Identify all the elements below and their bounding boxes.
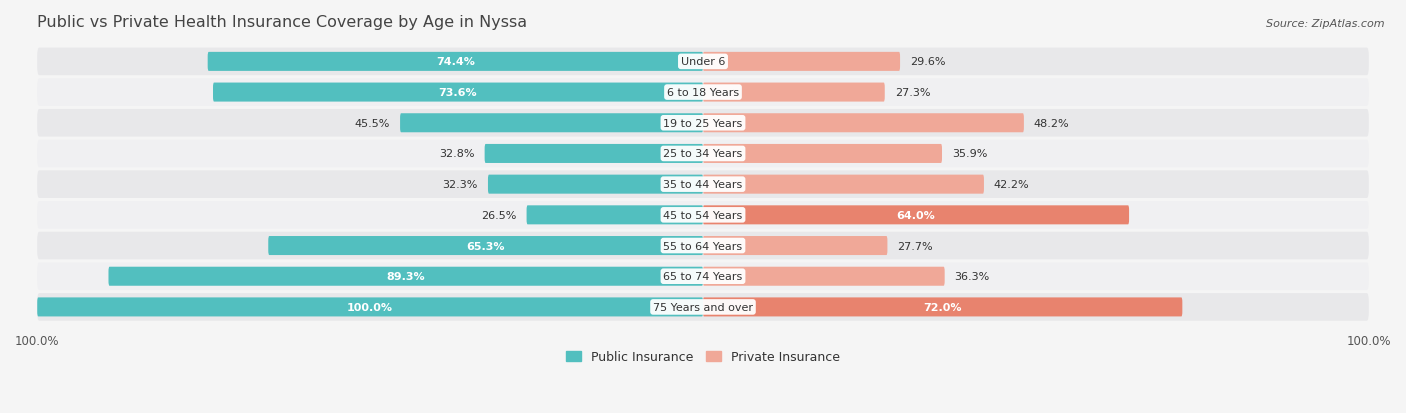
- FancyBboxPatch shape: [37, 293, 1369, 321]
- FancyBboxPatch shape: [485, 145, 703, 164]
- FancyBboxPatch shape: [37, 171, 1369, 199]
- FancyBboxPatch shape: [703, 83, 884, 102]
- Text: 65.3%: 65.3%: [467, 241, 505, 251]
- Text: 65 to 74 Years: 65 to 74 Years: [664, 272, 742, 282]
- FancyBboxPatch shape: [37, 298, 703, 317]
- Text: Public vs Private Health Insurance Coverage by Age in Nyssa: Public vs Private Health Insurance Cover…: [37, 15, 527, 30]
- Text: 48.2%: 48.2%: [1033, 119, 1070, 128]
- Text: 64.0%: 64.0%: [897, 210, 935, 220]
- Text: 36.3%: 36.3%: [955, 272, 990, 282]
- FancyBboxPatch shape: [37, 79, 1369, 107]
- Text: 72.0%: 72.0%: [924, 302, 962, 312]
- FancyBboxPatch shape: [703, 114, 1024, 133]
- Text: 32.3%: 32.3%: [443, 180, 478, 190]
- Text: 55 to 64 Years: 55 to 64 Years: [664, 241, 742, 251]
- Text: 73.6%: 73.6%: [439, 88, 477, 98]
- FancyBboxPatch shape: [37, 48, 1369, 76]
- FancyBboxPatch shape: [208, 53, 703, 72]
- Text: 89.3%: 89.3%: [387, 272, 425, 282]
- Text: 27.3%: 27.3%: [894, 88, 931, 98]
- Text: 35 to 44 Years: 35 to 44 Years: [664, 180, 742, 190]
- Text: 27.7%: 27.7%: [897, 241, 934, 251]
- Text: 25 to 34 Years: 25 to 34 Years: [664, 149, 742, 159]
- FancyBboxPatch shape: [527, 206, 703, 225]
- Text: 6 to 18 Years: 6 to 18 Years: [666, 88, 740, 98]
- FancyBboxPatch shape: [703, 237, 887, 255]
- FancyBboxPatch shape: [703, 206, 1129, 225]
- Text: 45.5%: 45.5%: [354, 119, 389, 128]
- Text: 42.2%: 42.2%: [994, 180, 1029, 190]
- FancyBboxPatch shape: [703, 53, 900, 72]
- Text: 74.4%: 74.4%: [436, 57, 475, 67]
- FancyBboxPatch shape: [488, 175, 703, 194]
- FancyBboxPatch shape: [212, 83, 703, 102]
- FancyBboxPatch shape: [703, 267, 945, 286]
- FancyBboxPatch shape: [401, 114, 703, 133]
- FancyBboxPatch shape: [269, 237, 703, 255]
- FancyBboxPatch shape: [703, 145, 942, 164]
- FancyBboxPatch shape: [37, 140, 1369, 168]
- Text: 35.9%: 35.9%: [952, 149, 987, 159]
- FancyBboxPatch shape: [37, 202, 1369, 229]
- Text: 100.0%: 100.0%: [347, 302, 394, 312]
- Text: Under 6: Under 6: [681, 57, 725, 67]
- FancyBboxPatch shape: [108, 267, 703, 286]
- Text: 45 to 54 Years: 45 to 54 Years: [664, 210, 742, 220]
- FancyBboxPatch shape: [37, 232, 1369, 260]
- FancyBboxPatch shape: [703, 298, 1182, 317]
- Text: 32.8%: 32.8%: [439, 149, 475, 159]
- Text: 26.5%: 26.5%: [481, 210, 516, 220]
- Text: 19 to 25 Years: 19 to 25 Years: [664, 119, 742, 128]
- Legend: Public Insurance, Private Insurance: Public Insurance, Private Insurance: [561, 346, 845, 368]
- Text: 29.6%: 29.6%: [910, 57, 946, 67]
- FancyBboxPatch shape: [37, 263, 1369, 290]
- Text: Source: ZipAtlas.com: Source: ZipAtlas.com: [1267, 19, 1385, 28]
- FancyBboxPatch shape: [703, 175, 984, 194]
- FancyBboxPatch shape: [37, 110, 1369, 137]
- Text: 75 Years and over: 75 Years and over: [652, 302, 754, 312]
